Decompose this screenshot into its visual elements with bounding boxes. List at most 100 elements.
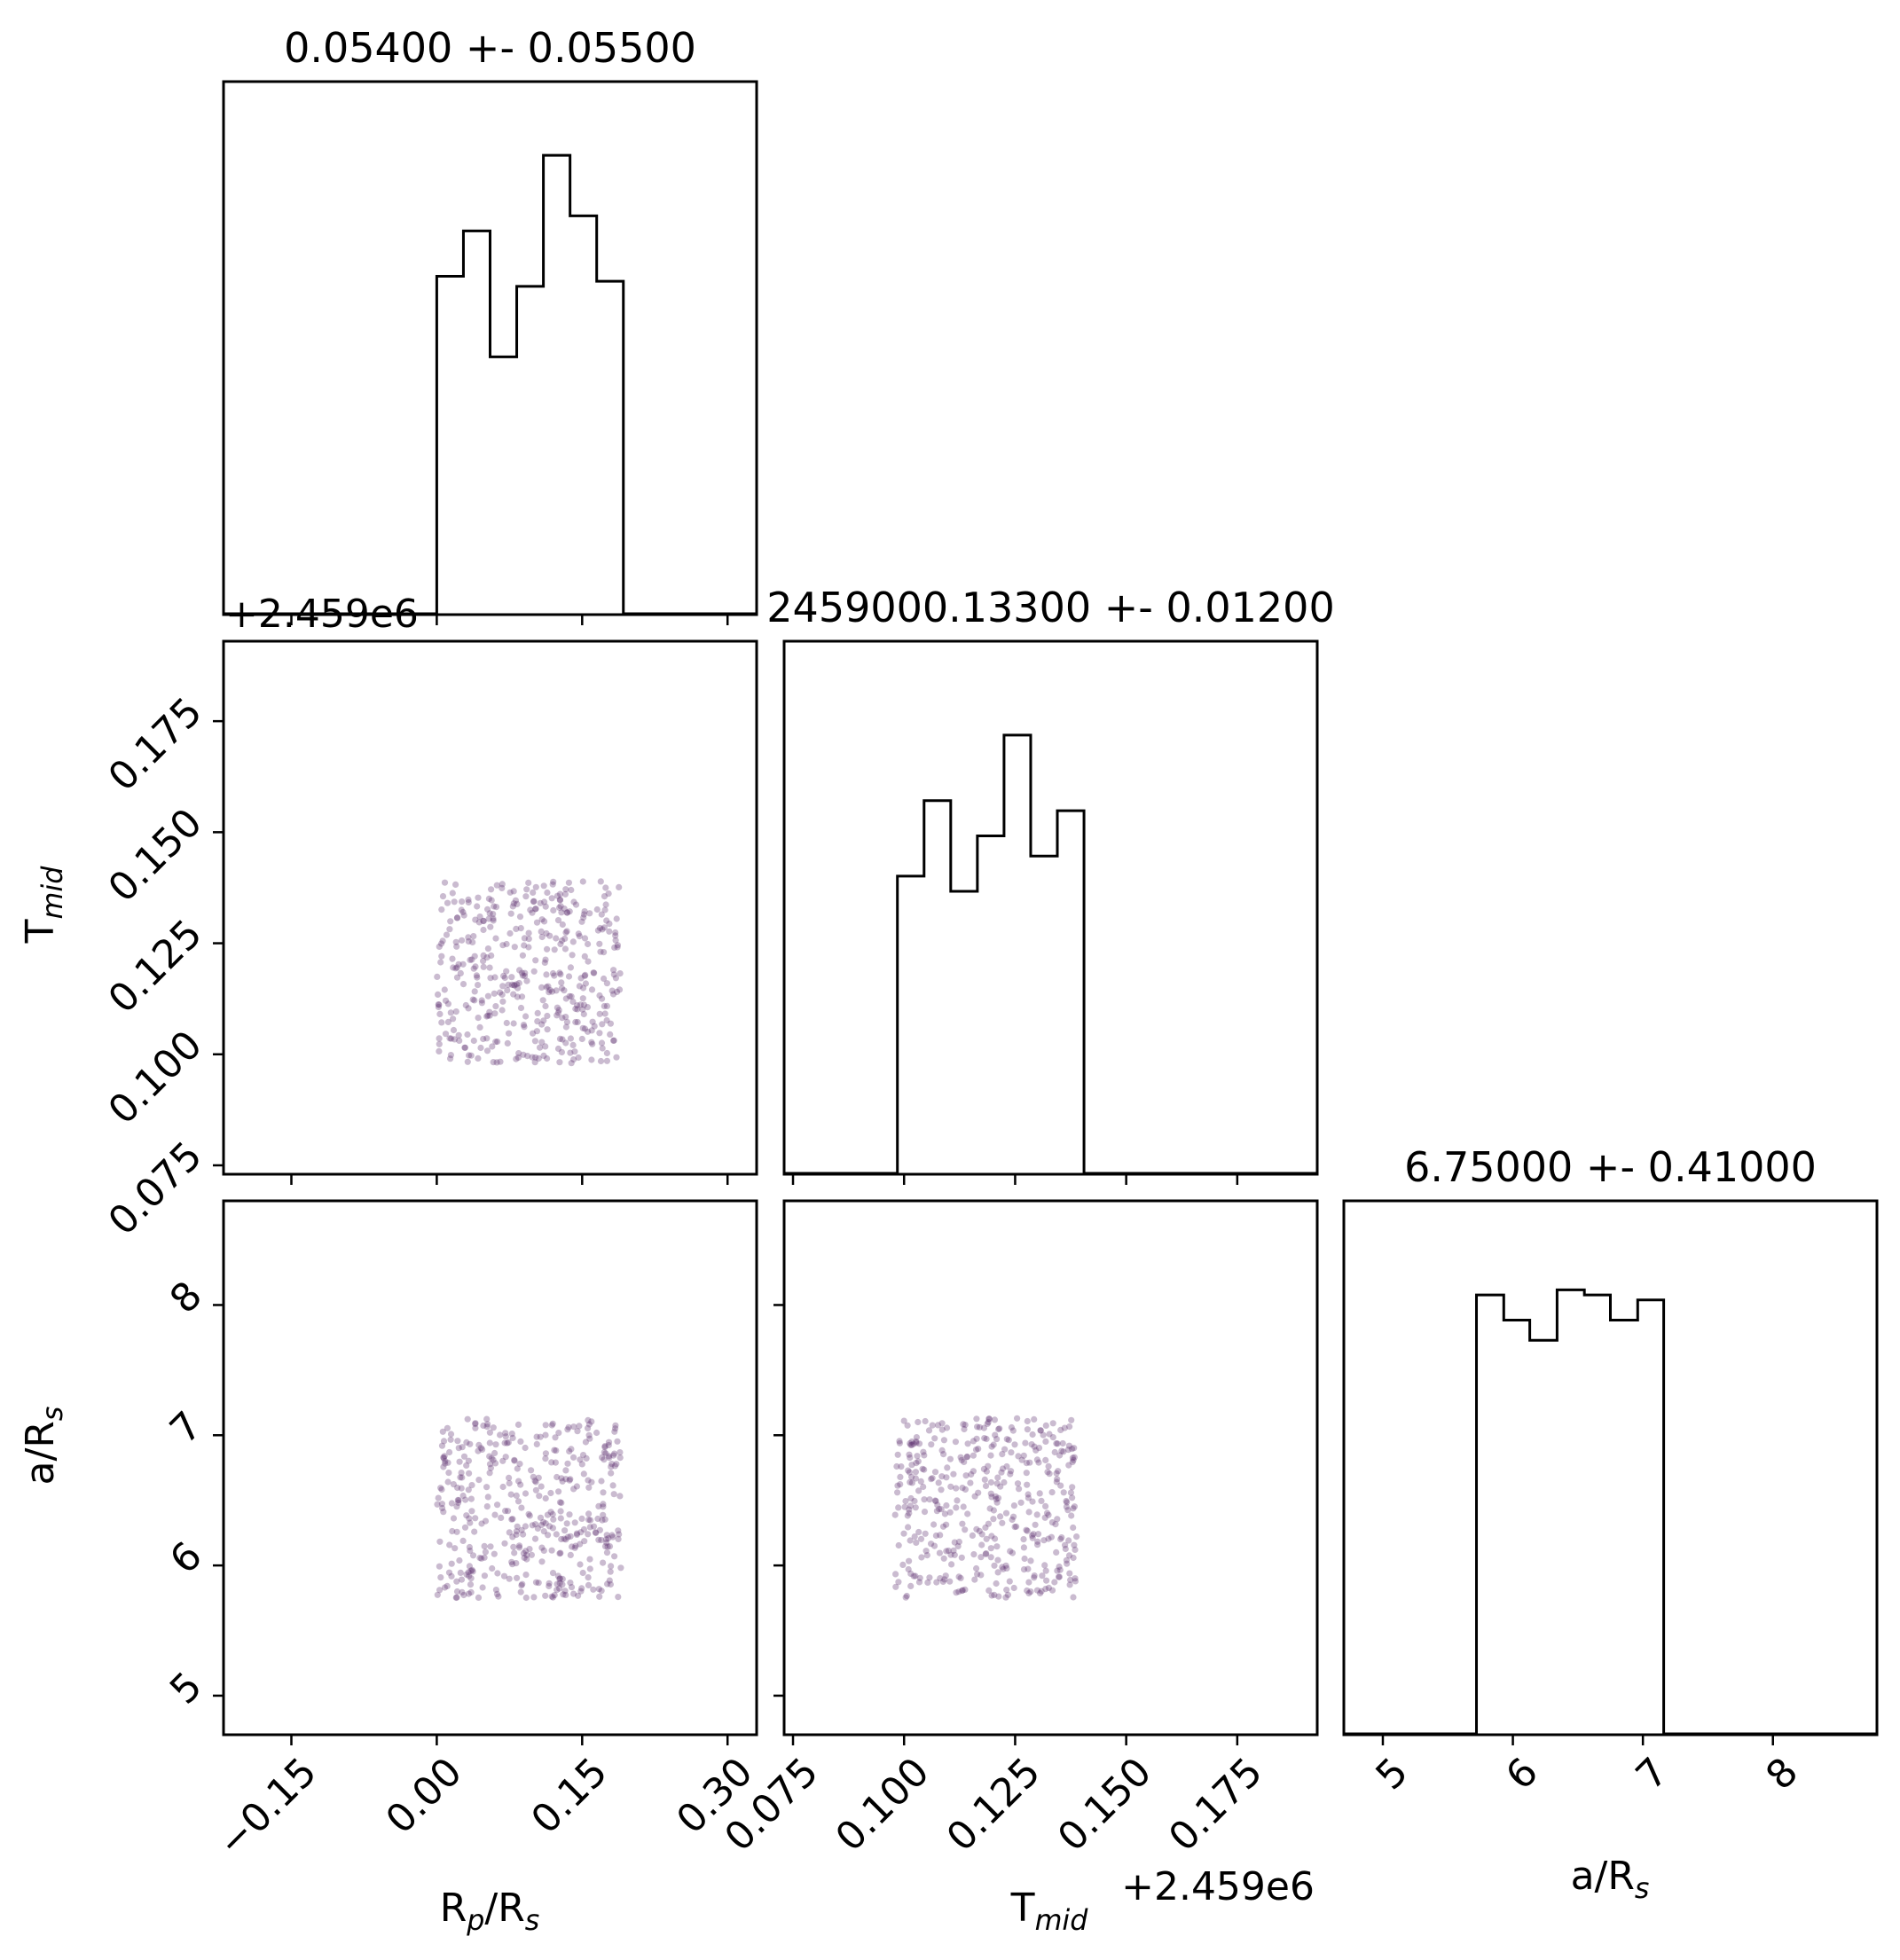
sample-point <box>484 906 491 913</box>
panel-frame <box>222 80 758 616</box>
sample-point <box>438 906 445 913</box>
x-axis-label-tmid: Tmid <box>1010 1886 1089 1937</box>
sample-point <box>559 1575 566 1582</box>
sample-point <box>562 1014 569 1021</box>
sample-point <box>475 1015 482 1022</box>
sample-point <box>607 1020 615 1027</box>
sample-point <box>530 898 538 906</box>
sample-point <box>525 944 532 951</box>
sample-point <box>589 1018 596 1025</box>
sample-point <box>1057 1535 1064 1543</box>
sample-point <box>562 1476 569 1483</box>
y-tick-label-tmid: 0.100 <box>100 1022 211 1133</box>
sample-point <box>1009 1427 1017 1434</box>
sample-point <box>509 1561 516 1568</box>
sample-point <box>560 1591 567 1598</box>
sample-point <box>907 1439 914 1447</box>
sample-point <box>1025 1509 1032 1516</box>
sample-point <box>953 1485 960 1492</box>
sample-point <box>568 886 575 894</box>
sample-point <box>982 1550 989 1557</box>
sample-point <box>952 1439 959 1446</box>
sample-point <box>1024 1426 1031 1433</box>
sample-point <box>453 1578 460 1585</box>
sample-point <box>514 1054 522 1061</box>
sample-point <box>907 1582 915 1589</box>
sample-point <box>566 992 573 1000</box>
sample-point <box>1024 1481 1031 1488</box>
sample-point <box>983 1435 990 1443</box>
sample-point <box>516 1461 523 1468</box>
sample-point <box>542 1520 549 1527</box>
sample-point <box>478 997 485 1004</box>
sample-point <box>1061 1424 1068 1431</box>
sample-point <box>518 1504 525 1511</box>
sample-point <box>513 1528 521 1535</box>
sample-point <box>609 1533 616 1541</box>
sample-point <box>472 1421 479 1428</box>
sample-point <box>447 1052 454 1059</box>
sample-point <box>567 1551 574 1558</box>
sample-point <box>464 1058 471 1065</box>
sample-point <box>480 952 487 959</box>
sample-point <box>445 1569 453 1576</box>
sample-point <box>538 928 545 935</box>
sample-point <box>1024 1587 1031 1595</box>
sample-point <box>611 1450 618 1457</box>
sample-point <box>1008 1449 1015 1456</box>
sample-point <box>554 1473 561 1481</box>
sample-point <box>463 1439 470 1446</box>
sample-point <box>542 956 549 963</box>
sample-point <box>477 1044 484 1052</box>
sample-point <box>1045 1511 1052 1518</box>
sample-point <box>584 1004 592 1011</box>
sample-point <box>569 938 577 945</box>
sample-point <box>975 1489 982 1496</box>
sample-point <box>598 1478 605 1485</box>
sample-point <box>1062 1541 1069 1548</box>
sample-point <box>903 1592 910 1600</box>
sample-point <box>561 890 569 898</box>
sample-point <box>492 1003 499 1010</box>
sample-point <box>955 1573 962 1580</box>
sample-point <box>563 909 571 916</box>
sample-point <box>573 1530 581 1537</box>
sample-point <box>501 1540 508 1547</box>
sample-point <box>606 1543 614 1550</box>
sample-point <box>970 1452 977 1459</box>
sample-point <box>595 1536 602 1543</box>
sample-point <box>993 1495 1000 1502</box>
sample-point <box>1023 1470 1030 1477</box>
sample-point <box>558 909 565 916</box>
axis-label-part: T <box>18 919 63 944</box>
sample-point <box>990 1441 997 1448</box>
sample-point <box>585 1416 592 1423</box>
sample-point <box>440 1509 447 1516</box>
sample-point <box>491 1010 499 1017</box>
sample-point <box>971 1493 978 1500</box>
sample-point <box>470 1037 477 1045</box>
sample-point <box>1071 1445 1078 1452</box>
sample-point <box>577 1561 584 1568</box>
sample-point <box>566 908 573 915</box>
sample-point <box>451 881 459 889</box>
sample-point <box>590 1523 598 1530</box>
sample-point <box>544 1511 552 1518</box>
sample-point <box>614 1438 621 1445</box>
sample-point <box>900 1530 907 1537</box>
sample-point <box>510 888 517 895</box>
sample-point <box>492 1039 499 1046</box>
sample-point <box>480 917 487 924</box>
axis-label-part: s <box>37 1407 69 1422</box>
sample-point <box>515 1478 522 1485</box>
sample-point <box>548 1459 555 1466</box>
sample-point <box>474 974 481 981</box>
sample-point <box>999 1451 1006 1458</box>
sample-point <box>532 906 539 913</box>
sample-point <box>915 1528 923 1536</box>
sample-point <box>601 893 608 900</box>
sample-point <box>610 967 617 974</box>
sample-point <box>485 895 493 903</box>
sample-point <box>611 1462 619 1470</box>
sample-point <box>610 1037 617 1044</box>
